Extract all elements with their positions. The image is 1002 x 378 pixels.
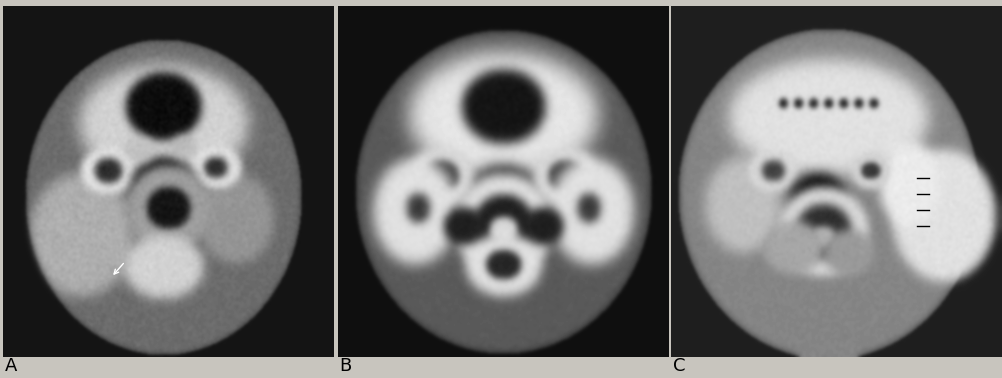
Text: C: C [673,357,685,375]
Text: A: A [5,357,17,375]
Text: B: B [340,357,352,375]
